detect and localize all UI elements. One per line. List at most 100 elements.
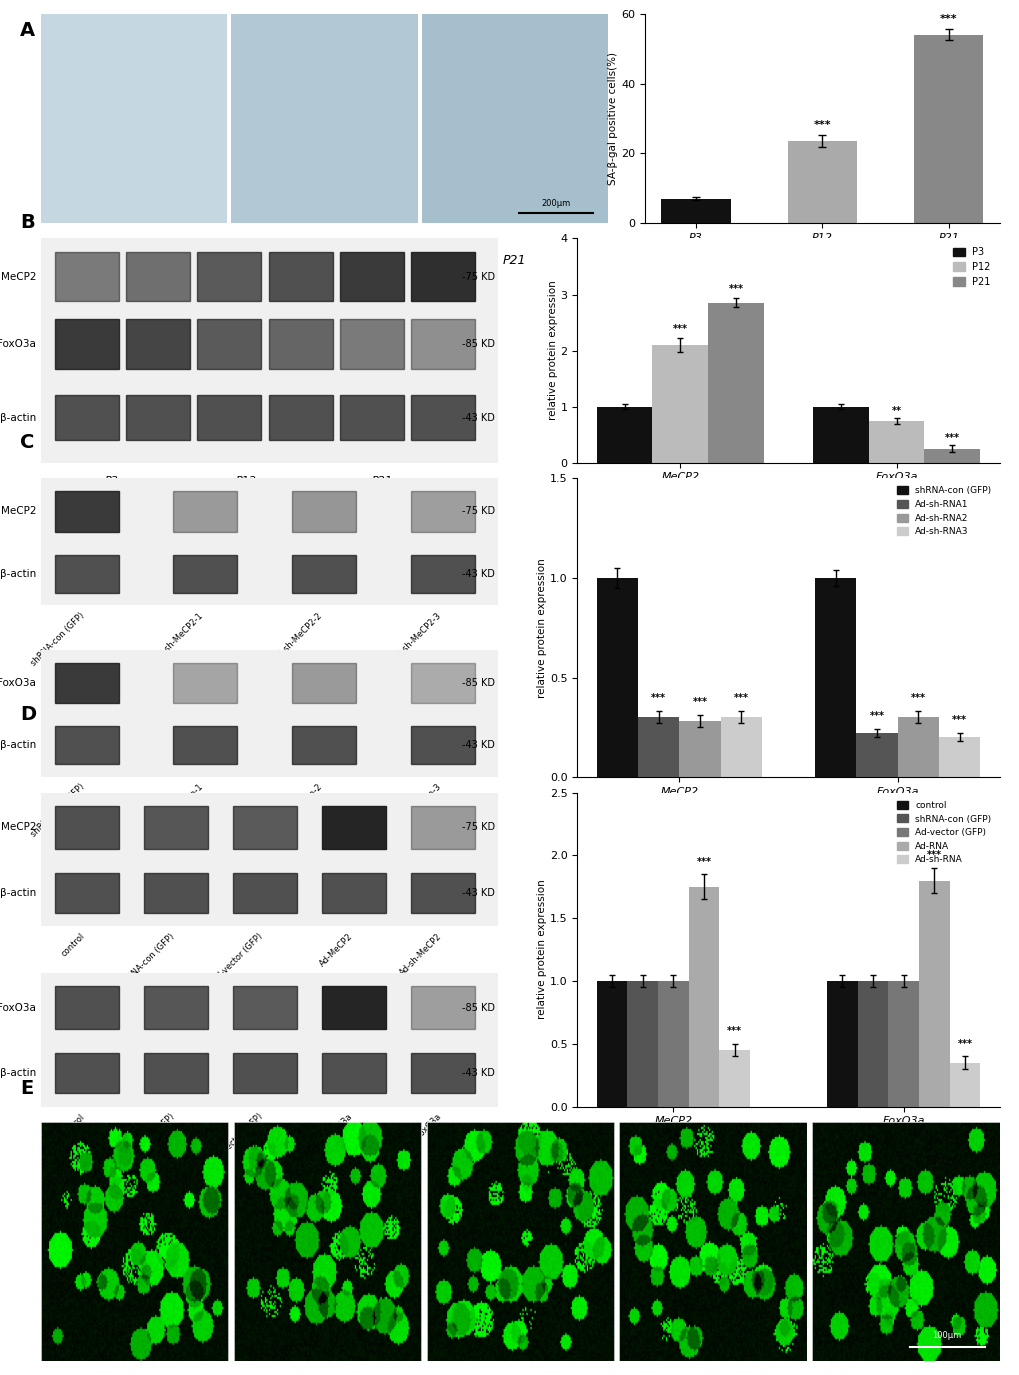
- Bar: [54, 554, 118, 593]
- Bar: [232, 1053, 297, 1093]
- Bar: [411, 663, 475, 704]
- Bar: [54, 319, 118, 368]
- Text: Ad-sh-MeCP2-3: Ad-sh-MeCP2-3: [391, 610, 443, 661]
- Bar: [339, 319, 404, 368]
- Bar: [339, 396, 404, 440]
- Text: 200μm: 200μm: [541, 199, 570, 209]
- Text: ***: ***: [729, 285, 743, 294]
- Text: ***: ***: [938, 14, 957, 25]
- Text: MeCP2: MeCP2: [1, 506, 37, 516]
- Bar: [268, 396, 332, 440]
- Bar: [411, 726, 475, 764]
- Y-axis label: relative protein expression: relative protein expression: [547, 280, 557, 421]
- Text: Ad-vector (GFP): Ad-vector (GFP): [212, 932, 265, 984]
- Text: -75 KD: -75 KD: [462, 272, 494, 282]
- Text: -43 KD: -43 KD: [462, 569, 494, 579]
- Bar: [411, 491, 475, 532]
- Bar: [292, 491, 356, 532]
- Legend: P3, P12, P21: P3, P12, P21: [949, 243, 994, 292]
- Bar: [322, 1053, 386, 1093]
- Bar: [173, 491, 237, 532]
- Bar: [657, 980, 688, 1107]
- Text: shRNA-con (GFP): shRNA-con (GFP): [30, 782, 87, 839]
- Text: P12: P12: [313, 254, 336, 268]
- Legend: control, shRNA-con (GFP), Ad-vector (GFP), Ad-RNA, Ad-sh-RNA: control, shRNA-con (GFP), Ad-vector (GFP…: [893, 798, 995, 868]
- Text: **: **: [891, 406, 901, 415]
- Text: Ad-sh-MeCP2-2: Ad-sh-MeCP2-2: [273, 610, 324, 661]
- Bar: [411, 554, 475, 593]
- Bar: [627, 980, 657, 1107]
- Text: Ad-MeCP2: Ad-MeCP2: [317, 932, 354, 968]
- Bar: [268, 252, 332, 301]
- Text: ***: ***: [673, 323, 687, 334]
- Text: ***: ***: [696, 857, 711, 866]
- Bar: [856, 733, 897, 777]
- Bar: [144, 1053, 208, 1093]
- Bar: [54, 491, 118, 532]
- Bar: [679, 722, 720, 777]
- Bar: [54, 806, 118, 848]
- Text: C: C: [20, 433, 35, 452]
- Bar: [923, 448, 979, 463]
- Text: MeCP2: MeCP2: [1, 822, 37, 832]
- Bar: [411, 806, 475, 848]
- Bar: [322, 873, 386, 913]
- Text: ***: ***: [733, 693, 748, 704]
- Bar: [949, 1063, 979, 1107]
- Text: FoxO3a: FoxO3a: [0, 1002, 37, 1013]
- Text: -75 KD: -75 KD: [462, 506, 494, 516]
- Text: ***: ***: [692, 697, 707, 707]
- Text: P12: P12: [236, 476, 257, 487]
- Legend: shRNA-con (GFP), Ad-sh-RNA1, Ad-sh-RNA2, Ad-sh-RNA3: shRNA-con (GFP), Ad-sh-RNA1, Ad-sh-RNA2,…: [893, 483, 995, 540]
- Bar: [197, 319, 261, 368]
- Text: -75 KD: -75 KD: [462, 822, 494, 832]
- Bar: [125, 252, 190, 301]
- Text: P21: P21: [502, 254, 526, 268]
- Text: shRNA-con (GFP): shRNA-con (GFP): [119, 1112, 175, 1169]
- Text: ***: ***: [727, 1026, 742, 1037]
- Text: β-actin: β-actin: [0, 412, 37, 424]
- Text: B: B: [20, 213, 35, 232]
- Bar: [826, 980, 857, 1107]
- Bar: [322, 986, 386, 1028]
- Bar: [411, 252, 475, 301]
- Text: ***: ***: [952, 715, 966, 726]
- Text: -85 KD: -85 KD: [462, 338, 494, 349]
- Bar: [232, 986, 297, 1028]
- Text: β-actin: β-actin: [0, 1068, 37, 1078]
- Bar: [411, 1053, 475, 1093]
- Text: ***: ***: [957, 1040, 971, 1049]
- Text: Ad-sh-FoxO3a-3: Ad-sh-FoxO3a-3: [389, 782, 443, 836]
- Bar: [411, 986, 475, 1028]
- Text: Ad-sh-FoxO3a: Ad-sh-FoxO3a: [395, 1112, 443, 1159]
- Y-axis label: relative protein expression: relative protein expression: [537, 558, 547, 697]
- Text: Ad-FoxO3a: Ad-FoxO3a: [315, 1112, 354, 1151]
- Text: ***: ***: [944, 433, 959, 443]
- Text: -85 KD: -85 KD: [462, 1002, 494, 1013]
- Bar: [652, 345, 708, 463]
- Text: 100μm: 100μm: [931, 1331, 961, 1339]
- Bar: [918, 880, 949, 1107]
- Text: D: D: [20, 705, 37, 725]
- Bar: [897, 718, 938, 777]
- Bar: [814, 578, 856, 777]
- Bar: [54, 1053, 118, 1093]
- Text: ***: ***: [910, 693, 925, 704]
- Bar: [54, 726, 118, 764]
- Bar: [787, 142, 856, 223]
- Text: shRNA-con (GFP): shRNA-con (GFP): [119, 932, 175, 989]
- Y-axis label: SA-β-gal positive cells(%): SA-β-gal positive cells(%): [607, 52, 618, 184]
- Bar: [411, 873, 475, 913]
- Bar: [596, 407, 652, 463]
- Bar: [718, 1050, 749, 1107]
- Text: MeCP2: MeCP2: [1, 272, 37, 282]
- Bar: [292, 554, 356, 593]
- Bar: [888, 980, 918, 1107]
- Text: β-actin: β-actin: [0, 888, 37, 898]
- Bar: [913, 34, 982, 223]
- Bar: [125, 319, 190, 368]
- Bar: [596, 578, 637, 777]
- Text: control: control: [59, 932, 87, 958]
- Bar: [173, 554, 237, 593]
- Bar: [938, 737, 979, 777]
